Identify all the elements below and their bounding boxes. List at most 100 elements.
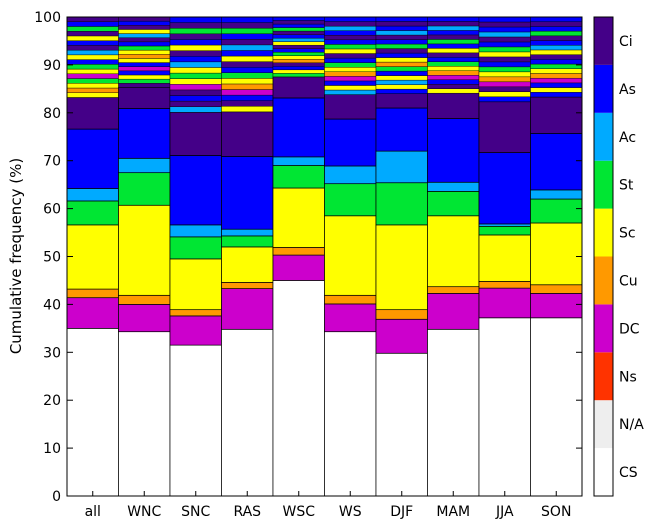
bar-upper-band-ras-7 xyxy=(221,67,274,73)
x-tick-label-ws: WS xyxy=(339,504,362,520)
bar-segment-ac-all xyxy=(66,188,119,202)
bar-upper-band-son-13 xyxy=(530,30,583,37)
bar-upper-band-all-11 xyxy=(66,40,119,46)
bar-segment-cs-wnc xyxy=(118,331,171,497)
bar-upper-band-jja-16 xyxy=(478,16,531,23)
bar-upper-band-wsc-8 xyxy=(272,44,325,49)
bar-upper-band-ras-6 xyxy=(221,72,274,79)
bar-upper-band-son-9 xyxy=(530,49,583,55)
bar-upper-band-snc-14 xyxy=(169,28,222,35)
bar-upper-band-jja-1 xyxy=(478,91,531,97)
bar-upper-band-wnc-12 xyxy=(118,33,171,38)
bar-upper-band-son-12 xyxy=(530,35,583,41)
bar-segment-cu-all xyxy=(66,288,119,299)
bar-upper-band-all-2 xyxy=(66,83,119,89)
bar-upper-band-son-10 xyxy=(530,45,583,51)
bar-segment-cs-snc xyxy=(169,344,222,497)
bar-segment-st-snc xyxy=(169,236,222,260)
bar-upper-band-snc-1 xyxy=(169,100,222,107)
bar-upper-band-son-8 xyxy=(530,54,583,60)
bar-upper-band-ras-11 xyxy=(221,44,274,51)
bar-upper-band-son-3 xyxy=(530,77,583,84)
legend-label-cu: Cu xyxy=(619,273,638,289)
bar-segment-cs-mam xyxy=(427,328,480,497)
bar-upper-band-ras-12 xyxy=(221,39,274,46)
bar-upper-band-ras-2 xyxy=(221,94,274,101)
bar-upper-band-all-7 xyxy=(66,59,119,65)
legend-label-as: As xyxy=(619,82,636,98)
bar-segment-cu-ws xyxy=(324,294,377,305)
y-axis-title: Cumulative frequency (%) xyxy=(7,158,25,354)
bar-upper-band-ws-2 xyxy=(324,80,377,86)
bar-segment-as-wsc xyxy=(272,97,325,158)
bar-upper-band-jja-15 xyxy=(478,21,531,28)
bar-upper-band-djf-8 xyxy=(375,52,428,58)
bar-upper-band-wnc-16 xyxy=(118,16,171,22)
bar-upper-band-wnc-8 xyxy=(118,49,171,55)
bar-upper-band-mam-7 xyxy=(427,57,480,63)
bar-upper-band-wnc-0 xyxy=(118,83,171,88)
bar-upper-band-djf-13 xyxy=(375,30,428,36)
bar-upper-band-wsc-0 xyxy=(272,73,325,78)
bar-upper-band-mam-3 xyxy=(427,75,480,80)
bar-upper-band-ws-13 xyxy=(324,30,377,36)
x-tick-label-all: all xyxy=(85,504,101,520)
bar-upper-band-all-9 xyxy=(66,49,119,56)
bar-upper-band-snc-13 xyxy=(169,33,222,40)
bar-upper-band-son-1 xyxy=(530,87,583,93)
bar-segment-ac-wnc xyxy=(118,157,171,174)
bar-segment-ci-snc xyxy=(169,111,222,156)
bar-upper-band-ws-14 xyxy=(324,25,377,31)
bar-upper-band-all-10 xyxy=(66,45,119,51)
bar-upper-band-djf-9 xyxy=(375,48,428,54)
bar-upper-band-wsc-11 xyxy=(272,34,325,39)
bar-upper-band-ras-3 xyxy=(221,89,274,96)
x-tick-label-son: SON xyxy=(541,504,571,520)
bar-upper-band-wsc-16 xyxy=(272,16,325,21)
bar-upper-band-mam-9 xyxy=(427,48,480,54)
legend-swatch-as xyxy=(594,64,613,113)
bar-upper-band-mam-16 xyxy=(427,16,480,22)
bar-upper-band-mam-4 xyxy=(427,70,480,76)
bar-upper-band-snc-16 xyxy=(169,16,222,23)
bar-segment-st-mam xyxy=(427,191,480,217)
bar-upper-band-jja-0 xyxy=(478,96,531,102)
bar-upper-band-ws-15 xyxy=(324,21,377,27)
bar-segment-ci-all xyxy=(66,97,119,130)
bar-upper-band-djf-7 xyxy=(375,57,428,63)
bar-upper-band-mam-8 xyxy=(427,52,480,58)
bar-upper-band-wsc-12 xyxy=(272,30,325,35)
bar-upper-band-wsc-9 xyxy=(272,41,325,46)
bar-upper-band-djf-10 xyxy=(375,43,428,49)
bar-upper-band-snc-2 xyxy=(169,95,222,102)
bar-upper-band-jja-9 xyxy=(478,51,531,58)
bar-upper-band-ras-9 xyxy=(221,55,274,62)
bar-segment-cu-ras xyxy=(221,282,274,289)
y-tick-label: 30 xyxy=(43,345,61,361)
bar-segment-st-all xyxy=(66,200,119,226)
legend-swatch-ac xyxy=(594,112,613,161)
y-tick-label: 60 xyxy=(43,202,61,218)
bar-segment-ci-mam xyxy=(427,92,480,119)
bar-upper-band-all-8 xyxy=(66,54,119,60)
bar-upper-band-jja-11 xyxy=(478,41,531,48)
legend-label-dc: DC xyxy=(619,321,640,337)
bar-upper-band-ras-14 xyxy=(221,27,274,34)
bar-upper-band-ras-0 xyxy=(221,106,274,113)
bar-upper-band-snc-0 xyxy=(169,106,222,113)
bar-upper-band-jja-7 xyxy=(478,61,531,68)
bar-upper-band-mam-10 xyxy=(427,43,480,49)
x-tick-label-ras: RAS xyxy=(233,504,261,520)
bar-upper-band-ws-8 xyxy=(324,53,377,59)
bar-segment-dc-wnc xyxy=(118,304,171,333)
legend-label-ci: Ci xyxy=(619,34,633,50)
bar-upper-band-all-5 xyxy=(66,68,119,75)
bar-upper-band-jja-12 xyxy=(478,36,531,43)
legend-swatch-cs xyxy=(594,448,613,496)
bar-segment-cs-all xyxy=(66,328,119,497)
bar-upper-band-snc-9 xyxy=(169,56,222,63)
legend: CS N/A Ns DC Cu Sc St Ac As Ci xyxy=(593,16,644,497)
bar-segment-ci-wsc xyxy=(272,76,325,99)
bar-upper-band-djf-5 xyxy=(375,66,428,72)
x-axis: all WNC SNC RAS WSC WS DJF MAM JJA SON xyxy=(85,491,571,520)
